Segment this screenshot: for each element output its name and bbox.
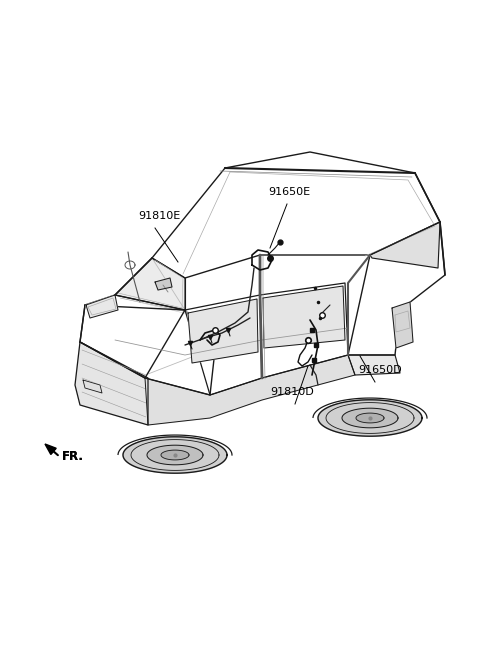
Polygon shape — [155, 278, 172, 290]
Text: FR.: FR. — [62, 451, 84, 464]
Polygon shape — [161, 450, 189, 460]
Polygon shape — [123, 437, 227, 473]
Polygon shape — [80, 295, 215, 395]
Text: 91650E: 91650E — [268, 187, 310, 197]
Text: 91810E: 91810E — [138, 211, 180, 221]
Polygon shape — [260, 283, 348, 378]
Text: FR.: FR. — [62, 451, 84, 464]
Polygon shape — [45, 444, 56, 455]
Polygon shape — [115, 258, 185, 310]
Polygon shape — [86, 295, 118, 318]
Polygon shape — [80, 305, 185, 378]
Polygon shape — [263, 286, 345, 348]
Polygon shape — [370, 222, 440, 268]
Polygon shape — [75, 342, 148, 425]
Polygon shape — [188, 299, 258, 363]
Polygon shape — [145, 355, 355, 425]
Polygon shape — [152, 152, 440, 278]
Text: 91650D: 91650D — [358, 365, 402, 375]
Polygon shape — [185, 295, 262, 395]
Polygon shape — [392, 302, 413, 348]
Polygon shape — [83, 380, 102, 393]
Polygon shape — [356, 413, 384, 423]
Text: 91810D: 91810D — [270, 387, 314, 397]
Polygon shape — [318, 400, 422, 436]
Polygon shape — [342, 408, 398, 428]
Polygon shape — [348, 222, 445, 355]
Polygon shape — [147, 445, 203, 465]
Polygon shape — [348, 355, 400, 375]
